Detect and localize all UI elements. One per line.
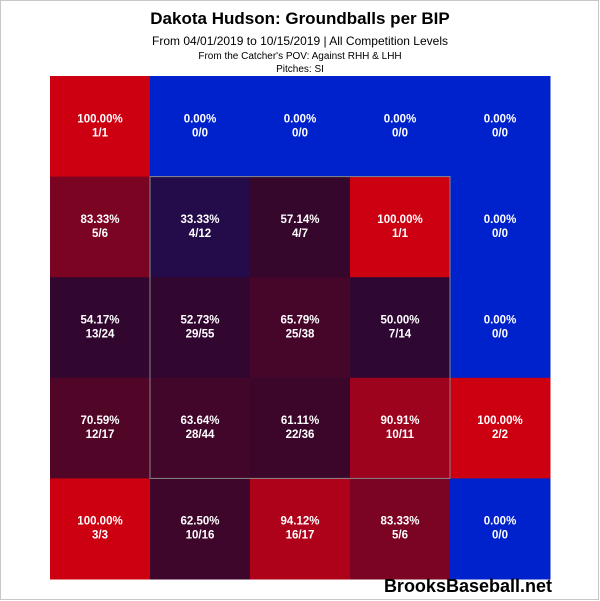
cell-count-label: 7/14	[389, 329, 412, 341]
heatmap-cell	[150, 277, 251, 379]
cell-count-label: 5/6	[392, 530, 408, 542]
heatmap-cell	[350, 176, 451, 278]
cell-percent-label: 0.00%	[384, 113, 417, 125]
heatmap-cell	[250, 478, 351, 580]
cell-percent-label: 70.59%	[80, 415, 119, 427]
cell-percent-label: 0.00%	[484, 315, 517, 327]
cell-percent-label: 100.00%	[377, 214, 422, 226]
cell-percent-label: 83.33%	[380, 516, 419, 528]
cell-count-label: 29/55	[186, 329, 215, 341]
cell-percent-label: 52.73%	[180, 315, 219, 327]
heatmap-cell	[250, 377, 351, 479]
cell-percent-label: 63.64%	[180, 415, 219, 427]
chart-subtitle-pov: From the Catcher's POV: Against RHH & LH…	[198, 51, 402, 62]
heatmap-cells	[50, 76, 551, 580]
cell-count-label: 4/7	[292, 228, 308, 240]
cell-percent-label: 90.91%	[380, 415, 419, 427]
cell-percent-label: 100.00%	[77, 516, 122, 528]
heatmap-cell	[450, 176, 551, 278]
heatmap-cell	[50, 277, 151, 379]
heatmap-cell	[450, 478, 551, 580]
cell-percent-label: 62.50%	[180, 516, 219, 528]
cell-count-label: 10/11	[386, 429, 415, 441]
cell-count-label: 5/6	[92, 228, 108, 240]
heatmap-cell	[350, 478, 451, 580]
cell-percent-label: 54.17%	[80, 315, 119, 327]
heatmap-cell	[450, 277, 551, 379]
chart-title: Dakota Hudson: Groundballs per BIP	[150, 9, 450, 28]
cell-count-label: 4/12	[189, 228, 211, 240]
cell-count-label: 10/16	[186, 530, 215, 542]
cell-percent-label: 83.33%	[80, 214, 119, 226]
cell-percent-label: 0.00%	[284, 113, 317, 125]
heatmap-cell	[450, 377, 551, 479]
cell-count-label: 0/0	[492, 329, 508, 341]
heatmap-cell	[250, 176, 351, 278]
cell-percent-label: 33.33%	[180, 214, 219, 226]
heatmap-cell	[50, 76, 151, 178]
cell-percent-label: 61.11%	[281, 415, 319, 427]
heatmap-cell	[350, 277, 451, 379]
cell-count-label: 3/3	[92, 530, 108, 542]
heatmap-cell	[50, 377, 151, 479]
heatmap-cell	[250, 76, 351, 178]
heatmap-cell	[50, 176, 151, 278]
cell-count-label: 22/36	[286, 429, 315, 441]
heatmap-cell	[150, 176, 251, 278]
cell-percent-label: 65.79%	[280, 315, 319, 327]
heatmap-cell	[350, 76, 451, 178]
chart-subtitle-pitches: Pitches: SI	[276, 64, 324, 75]
cell-count-label: 2/2	[492, 429, 508, 441]
cell-count-label: 13/24	[86, 329, 115, 341]
cell-count-label: 0/0	[292, 127, 308, 139]
cell-percent-label: 50.00%	[380, 315, 419, 327]
heatmap-cell	[50, 478, 151, 580]
cell-count-label: 0/0	[492, 228, 508, 240]
cell-percent-label: 57.14%	[280, 214, 319, 226]
cell-percent-label: 0.00%	[484, 113, 517, 125]
heatmap-labels: 100.00% 1/1 0.00% 0/0 0.00% 0/0 0.00% 0/0 0.00% 0…	[77, 113, 522, 541]
cell-percent-label: 0.00%	[484, 214, 517, 226]
strike-zone	[149, 176, 451, 479]
cell-count-label: 0/0	[492, 127, 508, 139]
cell-count-label: 28/44	[186, 429, 215, 441]
cell-count-label: 1/1	[392, 228, 409, 240]
heatmap-cell	[450, 76, 551, 178]
cell-count-label: 1/1	[92, 127, 109, 139]
cell-count-label: 25/38	[286, 329, 315, 341]
cell-count-label: 0/0	[392, 127, 408, 139]
cell-percent-label: 0.00%	[484, 516, 517, 528]
chart-subtitle: From 04/01/2019 to 10/15/2019 | All Comp…	[152, 34, 448, 48]
cell-count-label: 12/17	[86, 429, 115, 441]
cell-percent-label: 100.00%	[77, 113, 122, 125]
cell-percent-label: 100.00%	[477, 415, 522, 427]
heatmap-cell	[350, 377, 451, 479]
heatmap-cell	[150, 377, 251, 479]
heatmap-cell	[250, 277, 351, 379]
heatmap-cell	[150, 478, 251, 580]
cell-count-label: 16/17	[286, 530, 315, 542]
heatmap-cell	[150, 76, 251, 178]
cell-percent-label: 0.00%	[184, 113, 217, 125]
watermark: BrooksBaseball.net	[383, 576, 552, 596]
cell-count-label: 0/0	[192, 127, 208, 139]
cell-percent-label: 94.12%	[280, 516, 319, 528]
cell-count-label: 0/0	[492, 530, 508, 542]
